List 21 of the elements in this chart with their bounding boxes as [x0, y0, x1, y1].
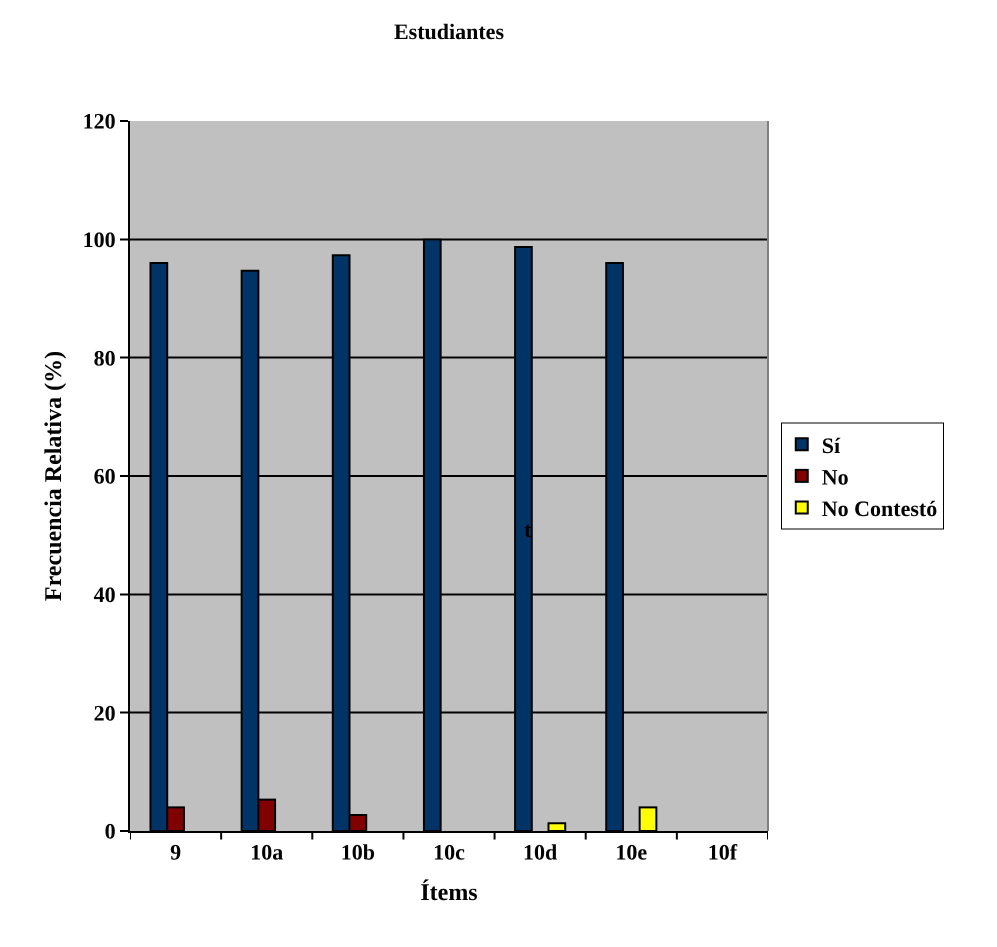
- x-tick-label: 10e: [615, 839, 648, 864]
- legend-label: Sí: [822, 432, 841, 458]
- x-tick-label: 10d: [523, 839, 558, 864]
- x-tick-label: 10b: [340, 839, 375, 864]
- x-tick-label: 10c: [433, 839, 466, 864]
- x-tick-label: 10a: [250, 839, 284, 864]
- x-tick-label: 10f: [708, 839, 738, 864]
- y-axis-title: Frecuencia Relativa (%): [41, 350, 68, 602]
- x-tick-label: 9: [170, 839, 182, 864]
- y-tick-label: 120: [82, 108, 116, 134]
- x-axis-title: Ítems: [420, 879, 478, 906]
- y-tick-label: 60: [94, 464, 116, 489]
- y-tick-label: 40: [94, 582, 116, 608]
- annotation: t: [524, 517, 532, 542]
- legend-label: No: [822, 464, 849, 490]
- legend-label: No Contestó: [822, 496, 938, 522]
- y-tick-label: 100: [82, 227, 116, 252]
- y-tick-label: 80: [94, 345, 116, 370]
- y-tick-label: 0: [104, 818, 116, 844]
- y-tick-label: 20: [94, 700, 116, 726]
- chart-title: Estudiantes: [394, 19, 504, 44]
